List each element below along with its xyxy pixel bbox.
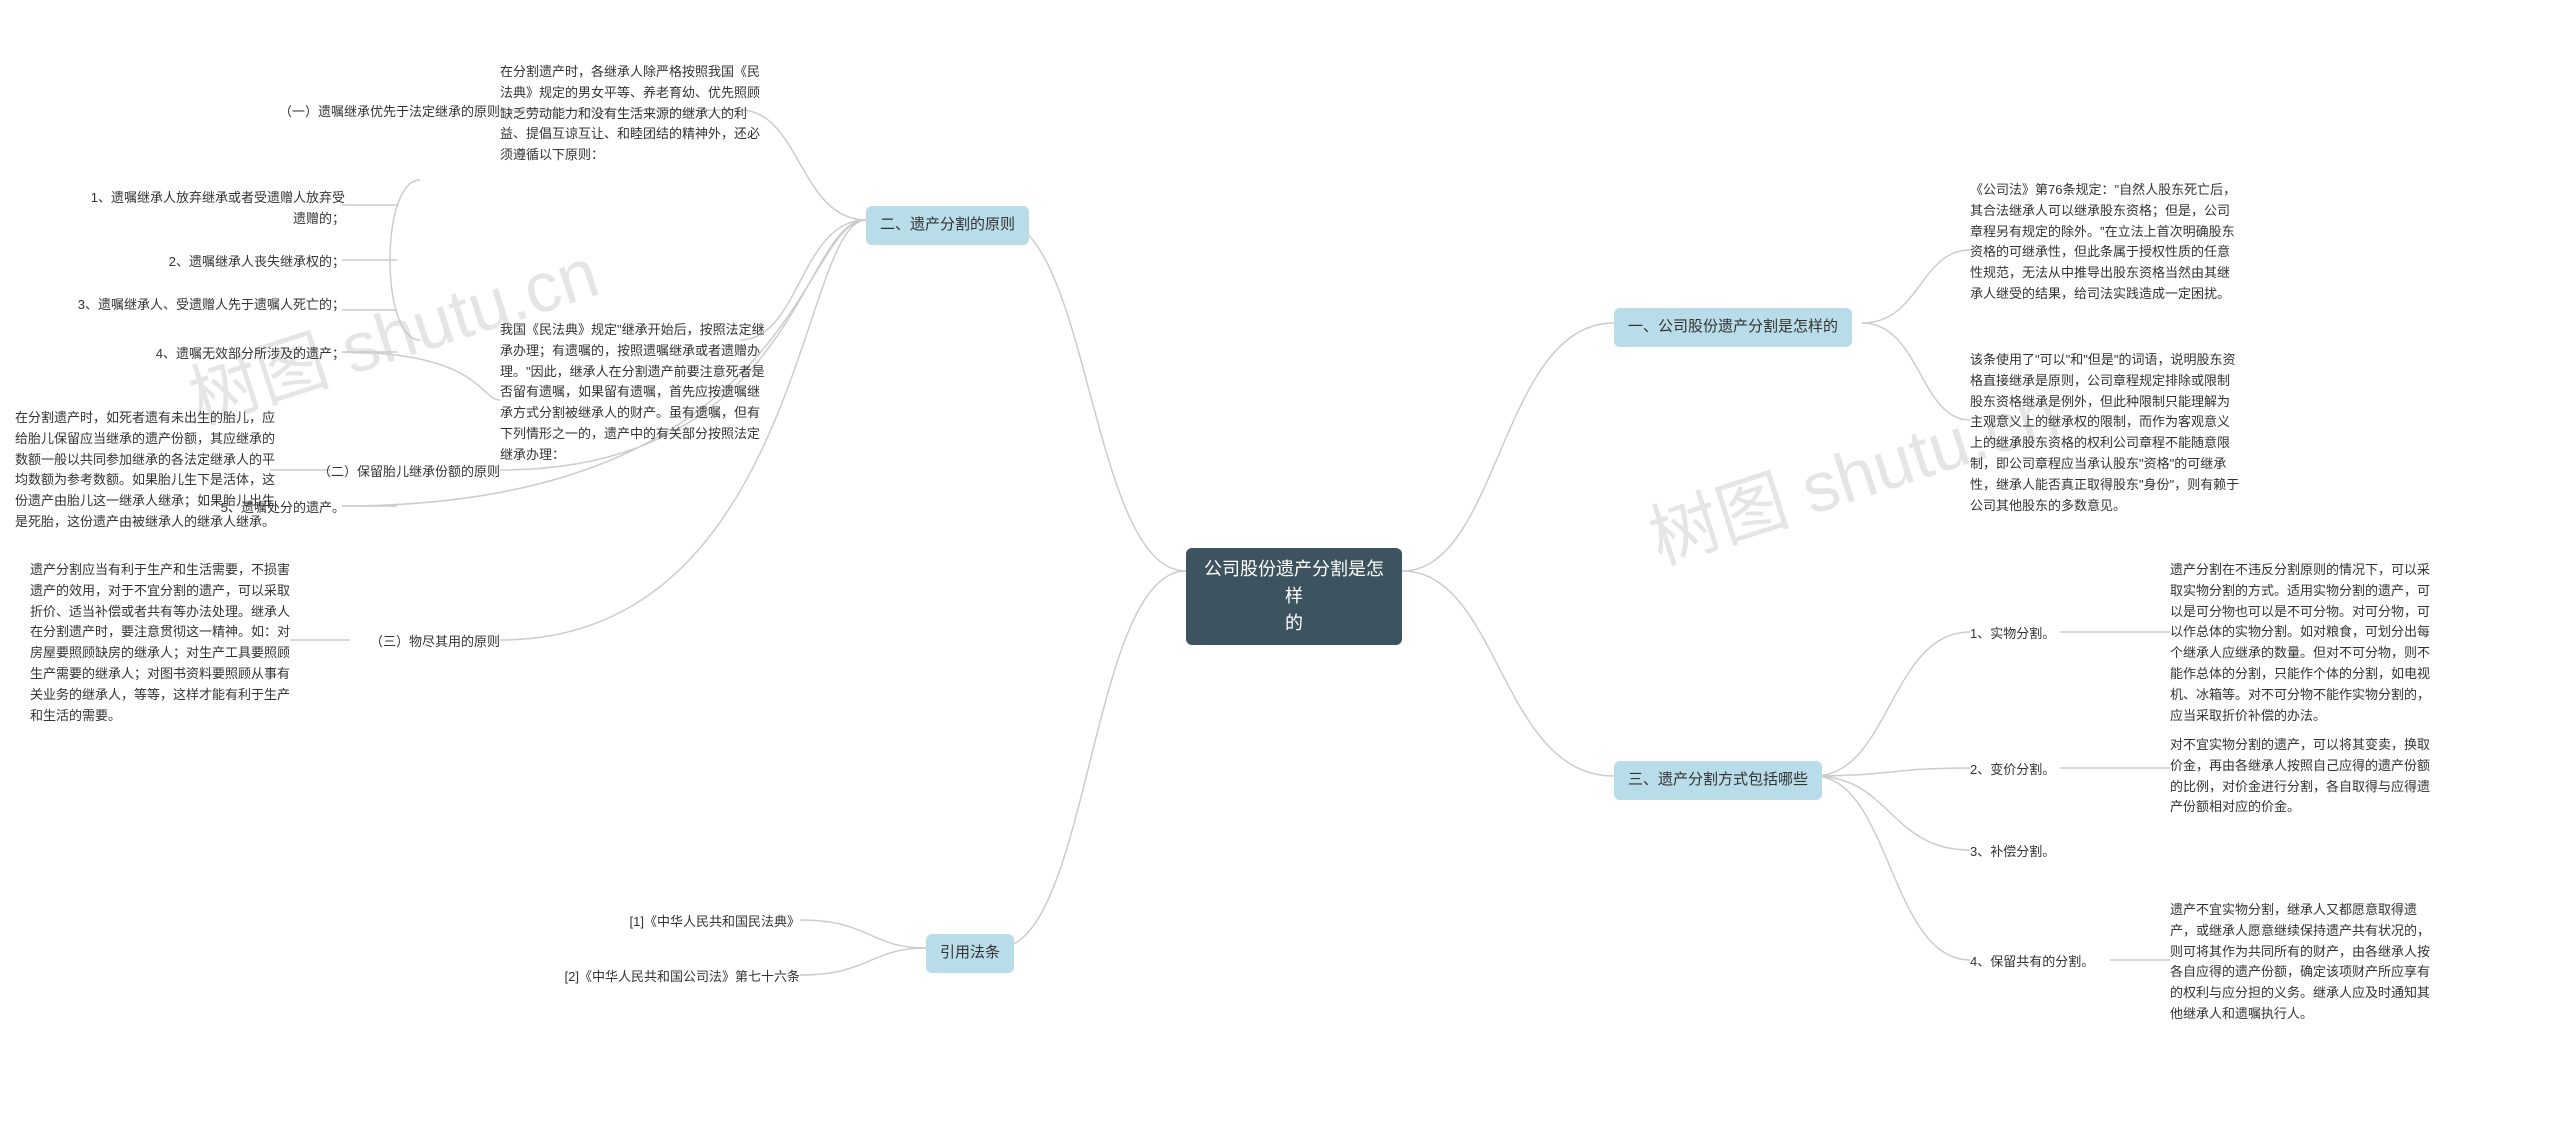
leaf-l2-3-desc: 遗产分割应当有利于生产和生活需要，不损害遗产的效用，对于不宜分割的遗产，可以采取…: [30, 560, 295, 726]
leaf-l2-sub1: 1、遗嘱继承人放弃继承或者受遗赠人放弃受遗赠的；: [85, 188, 345, 230]
root-node: 公司股份遗产分割是怎样 的: [1186, 548, 1402, 645]
leaf-l2-1-desc: 在分割遗产时，各继承人除严格按照我国《民法典》规定的男女平等、养老育幼、优先照顾…: [500, 62, 760, 166]
leaf-r3-2-desc: 对不宜实物分割的遗产，可以将其变卖，换取价金，再由各继承人按照自己应得的遗产份额…: [2170, 735, 2440, 818]
branch-4: 引用法条: [926, 934, 1014, 973]
leaf-r3-3-label: 3、补偿分割。: [1970, 842, 2055, 863]
root-line1: 公司股份遗产分割是怎样: [1200, 556, 1388, 610]
leaf-ref2: [2]《中华人民共和国公司法》第七十六条: [530, 967, 800, 988]
leaf-l2-2-desc: 在分割遗产时，如死者遗有未出生的胎儿，应给胎儿保留应当继承的遗产份额，其应继承的…: [15, 408, 280, 533]
branch-3: 三、遗产分割方式包括哪些: [1614, 761, 1822, 800]
leaf-l2-sub3: 3、遗嘱继承人、受遗赠人先于遗嘱人死亡的；: [65, 295, 345, 316]
leaf-l2-2-label: （二）保留胎儿继承份额的原则: [300, 462, 500, 483]
leaf-ref1: [1]《中华人民共和国民法典》: [600, 912, 800, 933]
branch-1: 一、公司股份遗产分割是怎样的: [1614, 308, 1852, 347]
leaf-r1a: 《公司法》第76条规定："自然人股东死亡后，其合法继承人可以继承股东资格；但是，…: [1970, 180, 2240, 305]
root-line2: 的: [1200, 610, 1388, 637]
leaf-r3-4-label: 4、保留共有的分割。: [1970, 952, 2094, 973]
leaf-l2-sub4: 4、遗嘱无效部分所涉及的遗产；: [130, 344, 345, 365]
leaf-r3-4-desc: 遗产不宜实物分割，继承人又都愿意取得遗产，或继承人愿意继续保持遗产共有状况的，则…: [2170, 900, 2440, 1025]
leaf-l2-1-label: （一）遗嘱继承优先于法定继承的原则: [275, 102, 500, 123]
leaf-r3-1-label: 1、实物分割。: [1970, 624, 2055, 645]
leaf-r3-2-label: 2、变价分割。: [1970, 760, 2055, 781]
leaf-l2-sub-desc: 我国《民法典》规定"继承开始后，按照法定继承办理；有遗嘱的，按照遗嘱继承或者遗赠…: [500, 320, 765, 466]
leaf-l2-3-label: （三）物尽其用的原则: [350, 632, 500, 653]
leaf-r1b: 该条使用了"可以"和"但是"的词语，说明股东资格直接继承是原则，公司章程规定排除…: [1970, 350, 2240, 516]
leaf-l2-sub2: 2、遗嘱继承人丧失继承权的；: [155, 252, 345, 273]
leaf-r3-1-desc: 遗产分割在不违反分割原则的情况下，可以采取实物分割的方式。适用实物分割的遗产，可…: [2170, 560, 2440, 726]
branch-2: 二、遗产分割的原则: [866, 206, 1029, 245]
